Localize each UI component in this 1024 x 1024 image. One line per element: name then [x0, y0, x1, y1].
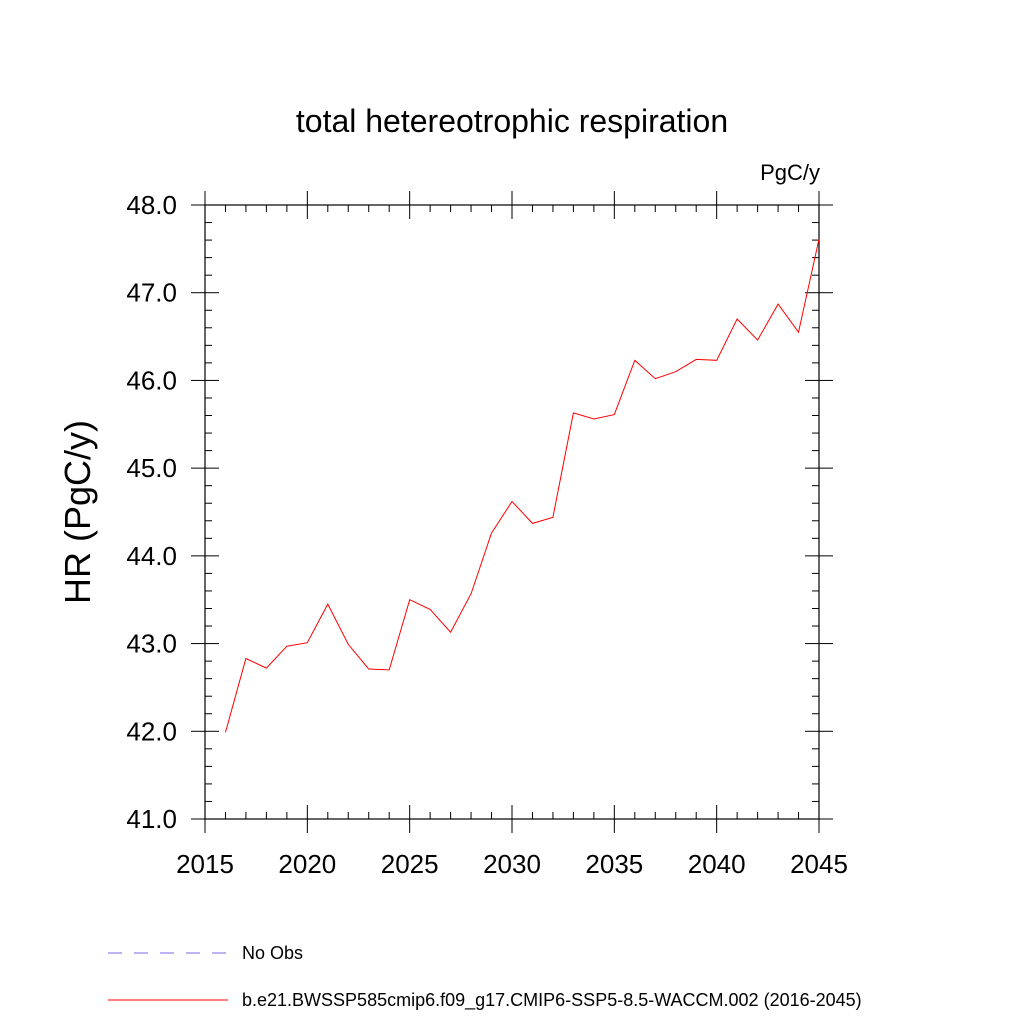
series-line	[225, 239, 820, 733]
legend: No Obs b.e21.BWSSP585cmip6.f09_g17.CMIP6-…	[108, 943, 862, 1011]
axis-ticks: 2015 2020 2025 2030 2035 2040 2045 41.0 42.0 43.0…	[126, 190, 848, 879]
legend-label: b.e21.BWSSP585cmip6.f09_g17.CMIP6-SSP5-8…	[242, 990, 862, 1011]
series-layer	[225, 239, 820, 733]
x-tick-label: 2035	[585, 849, 643, 879]
x-tick-label: 2045	[790, 849, 848, 879]
y-tick-label: 47.0	[126, 278, 177, 308]
x-tick-label: 2030	[483, 849, 541, 879]
y-tick-label: 41.0	[126, 804, 177, 834]
y-tick-label: 46.0	[126, 365, 177, 395]
legend-label: No Obs	[242, 943, 303, 963]
x-tick-label: 2020	[278, 849, 336, 879]
y-tick-label: 45.0	[126, 453, 177, 483]
y-tick-label: 44.0	[126, 541, 177, 571]
x-tick-label: 2025	[381, 849, 439, 879]
y-tick-label: 42.0	[126, 716, 177, 746]
y-axis-label: HR (PgC/y)	[57, 420, 98, 604]
chart-title: total hetereotrophic respiration	[296, 103, 728, 139]
plot-frame	[204, 204, 820, 820]
x-tick-label: 2040	[688, 849, 746, 879]
y-tick-label: 43.0	[126, 629, 177, 659]
x-tick-label: 2015	[176, 849, 234, 879]
y-tick-label: 48.0	[126, 190, 177, 220]
units-label: PgC/y	[760, 160, 820, 185]
